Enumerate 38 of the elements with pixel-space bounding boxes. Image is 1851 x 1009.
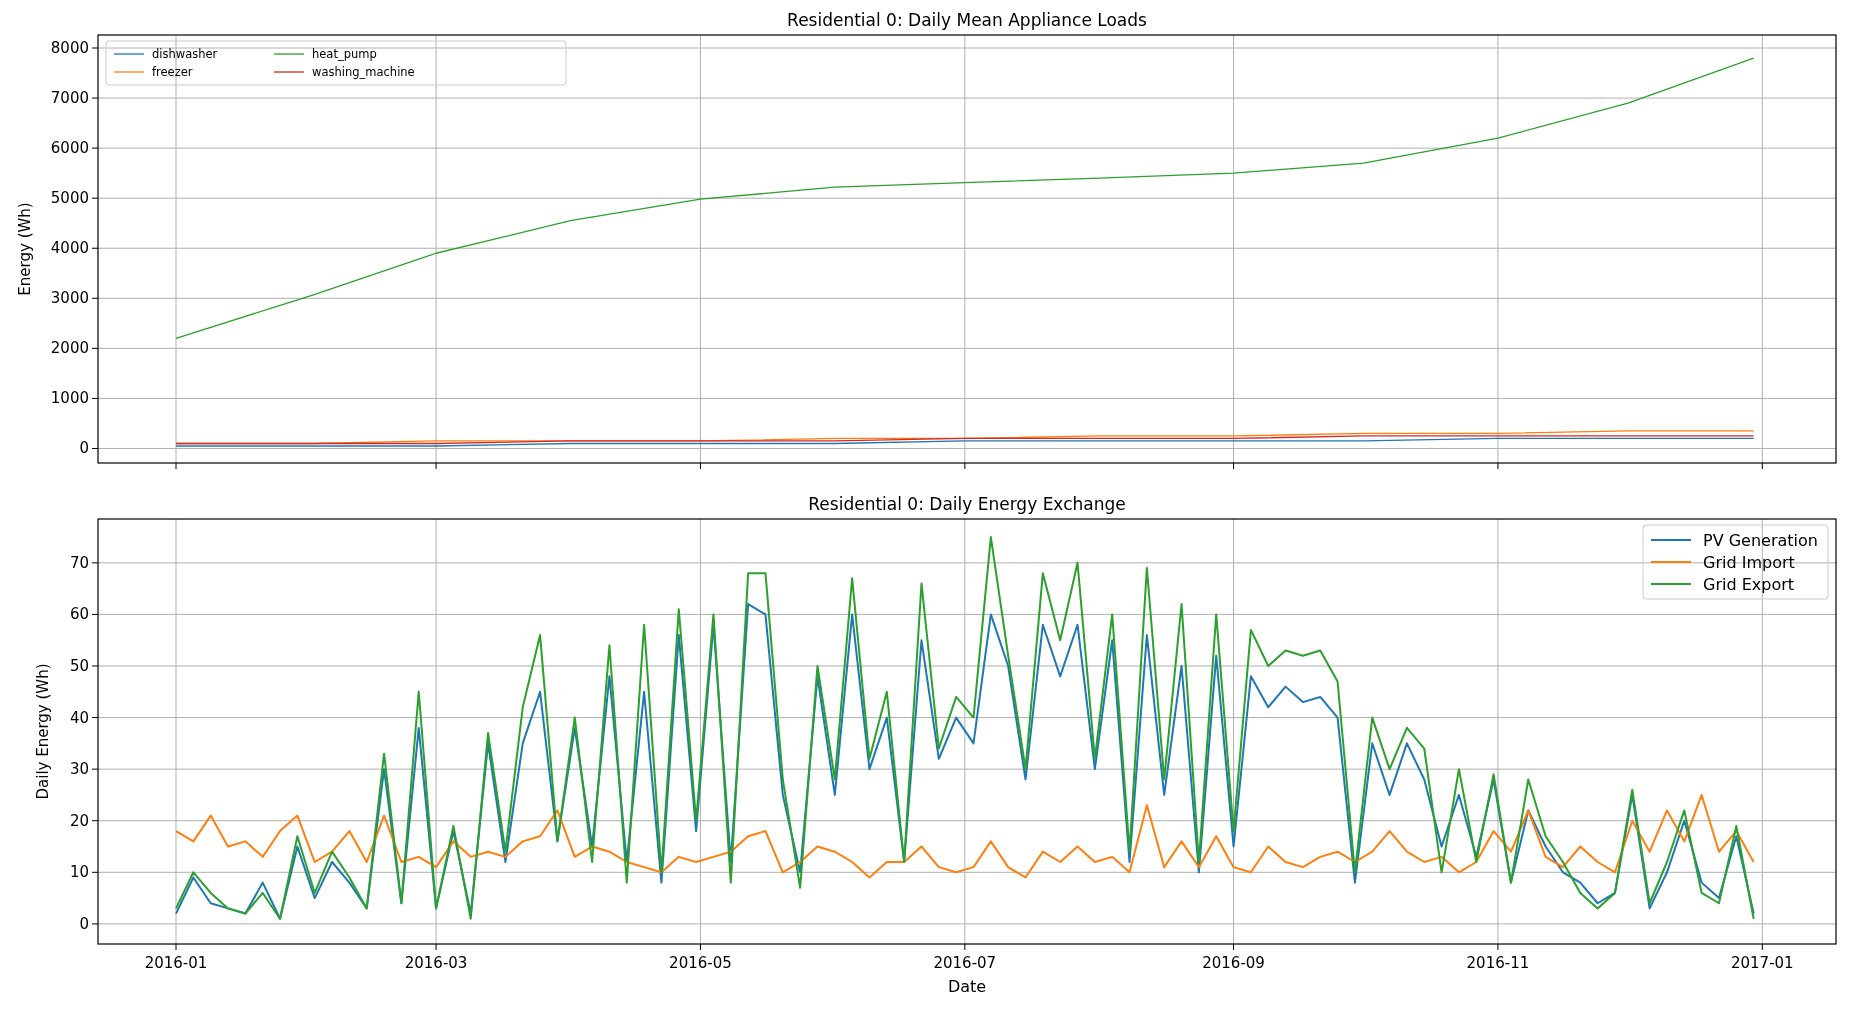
x-tick-label: 2016-09 [1202, 954, 1265, 972]
legend-label: Grid Export [1703, 574, 1795, 594]
legend-label: freezer [152, 65, 193, 80]
x-tick-label: 2016-11 [1466, 954, 1530, 972]
y-tick-label: 20 [69, 811, 89, 830]
x-tick-label: 2016-03 [404, 954, 468, 972]
chart-title: Residential 0: Daily Mean Appliance Loads [787, 10, 1148, 30]
y-tick-label: 40 [69, 708, 89, 727]
legend-label: washing_machine [312, 65, 415, 80]
y-tick-label: 10 [69, 863, 89, 882]
y-tick-label: 0 [79, 439, 89, 458]
y-axis-title: Daily Energy (Wh) [34, 663, 52, 800]
y-tick-label: 5000 [50, 189, 89, 208]
line-series [175, 793, 1755, 879]
y-tick-label: 70 [69, 553, 89, 572]
x-axis-title: Date [947, 977, 987, 996]
y-axis-title: Energy (Wh) [16, 202, 34, 296]
legend-label: PV Generation [1703, 530, 1818, 550]
y-tick-label: 1000 [50, 389, 89, 408]
y-tick-label: 6000 [50, 139, 89, 158]
y-tick-label: 8000 [50, 39, 89, 58]
legend-label: heat_pump [312, 47, 377, 62]
y-tick-label: 7000 [50, 89, 89, 108]
x-tick-label: 2016-07 [933, 954, 997, 972]
y-tick-label: 0 [79, 914, 89, 933]
y-tick-label: 3000 [50, 289, 89, 308]
y-tick-label: 30 [69, 760, 89, 779]
x-tick-label: 2017-01 [1730, 954, 1794, 972]
chart-title: Residential 0: Daily Energy Exchange [808, 494, 1126, 514]
legend-label: Grid Import [1703, 552, 1795, 572]
legend-label: dishwasher [152, 47, 218, 62]
y-tick-label: 50 [69, 657, 89, 675]
y-tick-label: 2000 [50, 339, 89, 358]
y-tick-label: 60 [69, 605, 89, 624]
x-tick-label: 2016-01 [144, 954, 208, 972]
y-tick-label: 4000 [50, 239, 89, 258]
x-tick-label: 2016-05 [669, 954, 732, 972]
line-series [175, 603, 1755, 920]
